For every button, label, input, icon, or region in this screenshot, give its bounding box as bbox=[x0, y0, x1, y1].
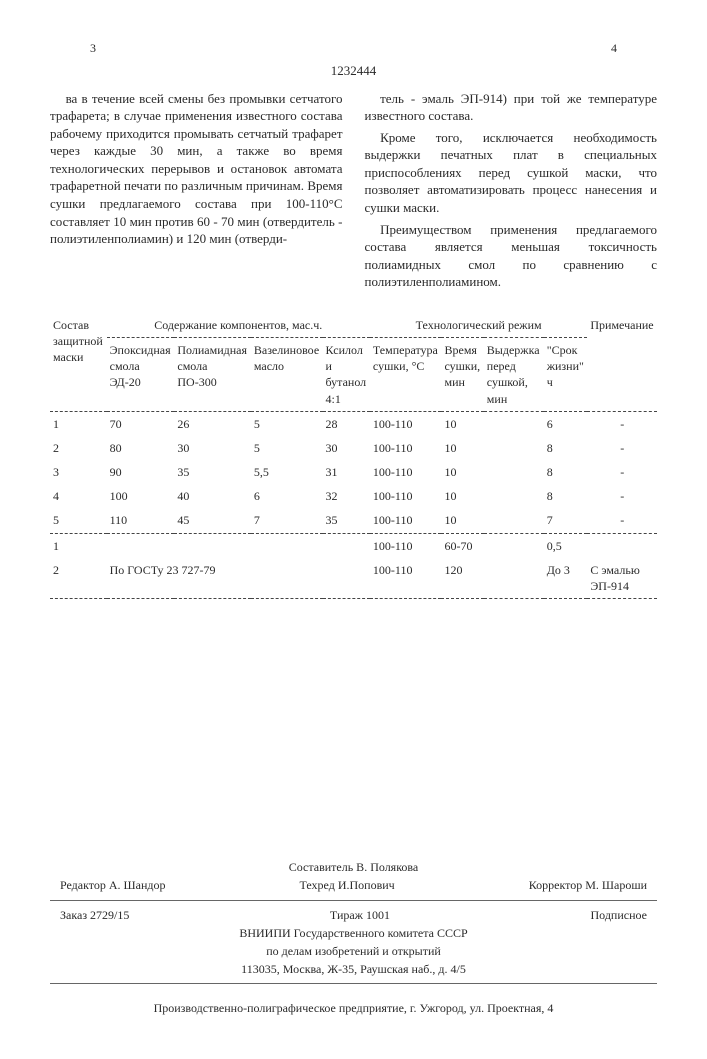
table-row: 390355,531100-110108- bbox=[50, 460, 657, 484]
footer-org1: ВНИИПИ Государственного комитета СССР bbox=[50, 925, 657, 941]
para-r1: тель - эмаль ЭП-914) при той же температ… bbox=[365, 90, 658, 125]
data-table: Состав защитной маски Содержание компоне… bbox=[50, 313, 657, 599]
footer-tirage: Тираж 1001 bbox=[330, 907, 390, 923]
page-numbers: 3 4 bbox=[50, 40, 657, 56]
footer-comp: Составитель В. Полякова bbox=[50, 859, 657, 875]
th-tech: Технологический режим bbox=[370, 313, 587, 338]
footer-corr: Корректор М. Шароши bbox=[529, 877, 647, 893]
para-r3: Преимуществом применения предлагаемого с… bbox=[365, 221, 658, 291]
table-row: 17026528100-110106- bbox=[50, 411, 657, 436]
table-row: 1100-11060-700,5 bbox=[50, 533, 657, 558]
page-left: 3 bbox=[90, 40, 96, 56]
para-l1: ва в течение всей смены без промывки сет… bbox=[50, 90, 343, 248]
body-columns: ва в течение всей смены без промывки сет… bbox=[50, 90, 657, 295]
th-comp: Содержание компонентов, мас.ч. bbox=[107, 313, 370, 338]
th-t1: Температура сушки, °С bbox=[370, 337, 442, 411]
page-right: 4 bbox=[611, 40, 617, 56]
th-c3: Вазелиновое масло bbox=[251, 337, 323, 411]
table-row: 511045735100-110107- bbox=[50, 508, 657, 533]
footer-techred: Техред И.Попович bbox=[300, 877, 395, 893]
th-t3: Выдержка перед сушкой, мин bbox=[484, 337, 544, 411]
footer-order: Заказ 2729/15 bbox=[60, 907, 129, 923]
th-mask: Состав защитной маски bbox=[50, 313, 107, 411]
th-t2: Время сушки, мин bbox=[441, 337, 483, 411]
para-r2: Кроме того, исключается необходимость вы… bbox=[365, 129, 658, 217]
footer-bottom: Производственно-полиграфическое предприя… bbox=[50, 1000, 657, 1016]
patent-number: 1232444 bbox=[50, 62, 657, 80]
footer-sign: Подписное bbox=[591, 907, 648, 923]
footer-addr: 113035, Москва, Ж-35, Раушская наб., д. … bbox=[50, 961, 657, 977]
table-row: 2 По ГОСТу 23 727-79 100-110120До 3С эма… bbox=[50, 558, 657, 599]
right-column: тель - эмаль ЭП-914) при той же температ… bbox=[365, 90, 658, 295]
th-note: Примечание bbox=[587, 313, 657, 411]
table-row: 410040632100-110108- bbox=[50, 484, 657, 508]
footer-block: Составитель В. Полякова Редактор А. Шанд… bbox=[50, 859, 657, 1016]
th-t4: "Срок жизни" ч bbox=[544, 337, 588, 411]
footer-org2: по делам изобретений и открытий bbox=[50, 943, 657, 959]
footer-editor: Редактор А. Шандор bbox=[60, 877, 166, 893]
th-c4: Ксилол и бутанол 4:1 bbox=[323, 337, 370, 411]
th-c2: Полиамидная смола ПО-300 bbox=[174, 337, 250, 411]
th-c1: Эпоксидная смола ЭД-20 bbox=[107, 337, 175, 411]
left-column: ва в течение всей смены без промывки сет… bbox=[50, 90, 343, 295]
table-row: 28030530100-110108- bbox=[50, 436, 657, 460]
